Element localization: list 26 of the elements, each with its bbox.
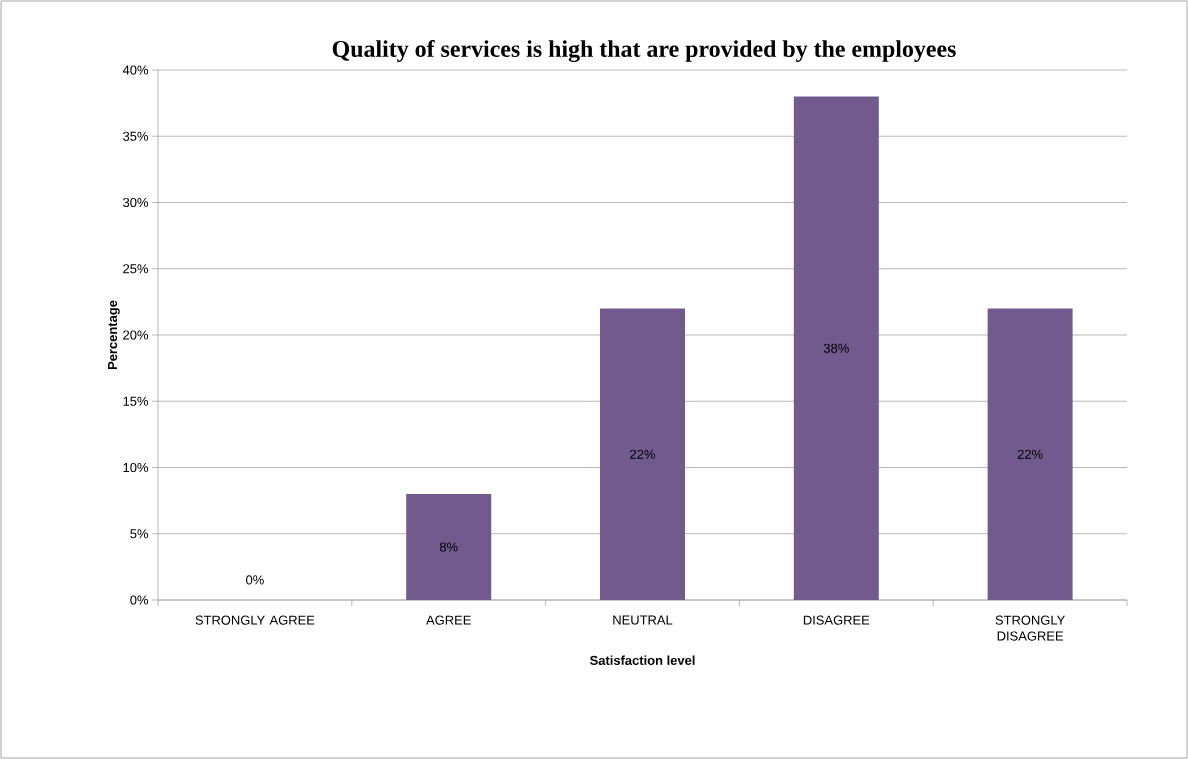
data-label: 22% xyxy=(630,449,656,459)
y-tick-label: 30% xyxy=(123,197,149,208)
bar xyxy=(987,308,1073,600)
y-tick-label: 35% xyxy=(123,131,149,141)
bar xyxy=(793,96,879,600)
x-axis-title: Satisfaction level xyxy=(589,655,695,665)
y-tick-label: 25% xyxy=(123,264,149,274)
x-tick-label: STRONGLY DISAGREE xyxy=(995,615,1065,641)
data-label: 8% xyxy=(439,542,458,552)
data-label: 38% xyxy=(823,343,849,353)
x-tick-label: NEUTRAL xyxy=(613,615,673,625)
y-tick-label: 10% xyxy=(123,462,149,473)
chart-title: Quality of services is high that are provided by the employees xyxy=(332,39,956,63)
bar xyxy=(406,494,492,600)
bar xyxy=(600,308,686,600)
y-tick-label: 40% xyxy=(122,65,149,75)
x-tick-label: AGREE xyxy=(426,615,471,625)
x-tick-label: STRONGLY AGREE xyxy=(195,615,315,625)
y-tick-label: 15% xyxy=(123,396,149,406)
data-label: 22% xyxy=(1017,449,1043,459)
data-label: 0% xyxy=(246,575,264,585)
x-tick-label: DISAGREE xyxy=(803,615,870,625)
y-tick-label: 0% xyxy=(130,595,149,605)
y-axis-title: Percentage xyxy=(108,300,120,370)
y-tick-label: 20% xyxy=(123,330,149,340)
y-tick-label: 5% xyxy=(130,529,149,539)
